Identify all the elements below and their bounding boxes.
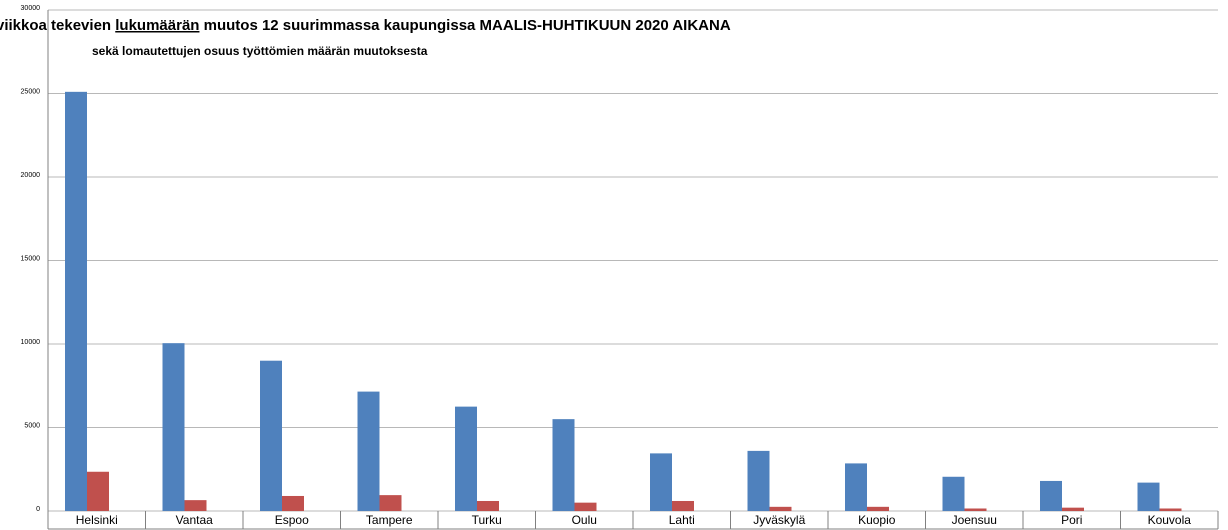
chart-title: viikkoa tekevien lukumäärän muutos 12 su… (0, 17, 731, 34)
y-tick-label: 10000 (21, 339, 41, 346)
x-tick-label: Joensuu (952, 513, 997, 527)
bar (672, 500, 694, 511)
y-tick-label: 30000 (21, 5, 41, 12)
bar (1159, 508, 1182, 511)
y-tick-label: 25000 (21, 88, 41, 95)
bar (65, 91, 87, 511)
x-tick-label: Vantaa (176, 513, 213, 527)
bar (260, 360, 282, 511)
x-tick-label: Tampere (366, 513, 413, 527)
x-tick-label: Kuopio (858, 513, 896, 527)
y-tick-label: 5000 (24, 422, 40, 429)
bar (162, 343, 185, 511)
y-tick-label: 20000 (21, 172, 41, 179)
x-tick-label: Espoo (275, 513, 309, 527)
x-tick-label: Kouvola (1148, 513, 1192, 527)
bar (867, 506, 889, 511)
bar (942, 476, 965, 511)
y-tick-label: 0 (36, 506, 40, 513)
bar (282, 495, 304, 511)
bar (357, 391, 380, 511)
bar (845, 463, 867, 511)
bar (184, 500, 207, 511)
title-part: viikkoa tekevien (0, 17, 115, 34)
bar (1137, 482, 1160, 511)
x-tick-label: Turku (472, 513, 502, 527)
title-part: muutos 12 suurimmassa kaupungissa MAALIS… (199, 17, 730, 34)
y-tick-label: 15000 (21, 255, 41, 262)
bar (769, 506, 792, 511)
bar (964, 508, 987, 511)
bar (87, 471, 109, 511)
chart-subtitle: sekä lomautettujen osuus työttömien määr… (92, 44, 428, 58)
bar (552, 419, 575, 511)
bar (1062, 507, 1084, 511)
bar (574, 502, 597, 511)
x-tick-label: Oulu (572, 513, 597, 527)
x-tick-label: Lahti (669, 513, 695, 527)
title-part: lukumäärän (115, 17, 199, 34)
x-tick-label: Helsinki (76, 513, 118, 527)
bar (747, 450, 770, 511)
bar (650, 453, 672, 511)
bar (379, 495, 402, 511)
bar (455, 406, 477, 511)
bar (477, 500, 499, 511)
bar (1040, 480, 1062, 511)
x-tick-label: Jyväskylä (753, 513, 805, 527)
x-tick-label: Pori (1061, 513, 1082, 527)
